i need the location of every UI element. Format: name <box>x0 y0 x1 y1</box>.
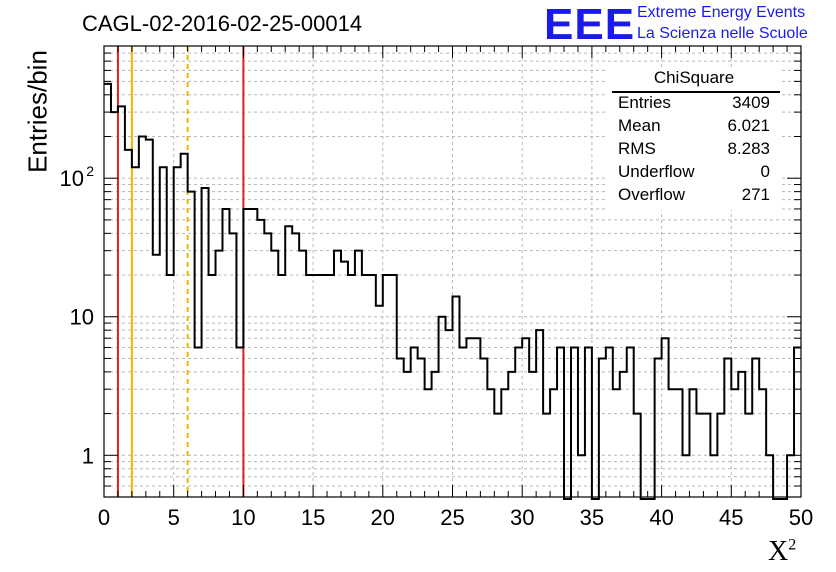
x-tick-label: 5 <box>168 505 180 530</box>
x-tick-label: 50 <box>789 505 813 530</box>
y-tick-label-exponent: 2 <box>86 163 94 179</box>
y-tick-label: 1 <box>82 443 94 468</box>
x-tick-label: 30 <box>510 505 534 530</box>
stats-value: 8.283 <box>727 139 770 158</box>
x-axis-label: X2 <box>768 536 796 568</box>
x-tick-label: 0 <box>98 505 110 530</box>
x-tick-label: 20 <box>371 505 395 530</box>
stats-row-overflow: Overflow 271 <box>618 185 770 207</box>
logo-line-2: La Scienza nelle Scuole <box>637 25 808 42</box>
x-tick-label: 15 <box>301 505 325 530</box>
stats-row-mean: Mean 6.021 <box>618 116 770 138</box>
stats-value: 271 <box>741 185 770 204</box>
stats-row-rms: RMS 8.283 <box>618 139 770 161</box>
x-tick-label: 45 <box>719 505 743 530</box>
x-axis-label-base: X <box>768 536 789 567</box>
stats-separator <box>612 91 780 93</box>
chart-title: CAGL-02-2016-02-25-00014 <box>82 11 363 36</box>
stats-box: ChiSquare Entries 3409 Mean 6.021 RMS 8.… <box>608 68 780 210</box>
histogram-series <box>104 82 801 500</box>
logo-line-1: Extreme Energy Events <box>637 4 806 21</box>
stats-key: RMS <box>618 139 656 158</box>
axis-ticks <box>103 46 802 497</box>
stats-row-entries: Entries 3409 <box>618 93 770 115</box>
stats-key: Overflow <box>618 185 686 204</box>
stats-value: 0 <box>760 162 770 181</box>
eee-logo: EEE <box>544 0 636 49</box>
stats-key: Entries <box>618 93 671 112</box>
x-tick-label: 10 <box>231 505 255 530</box>
x-tick-label: 35 <box>580 505 604 530</box>
reference-lines <box>116 46 245 497</box>
y-axis-label: Entries/bin <box>22 50 53 173</box>
x-axis-label-sup: 2 <box>788 536 797 554</box>
y-tick-label: 10 <box>70 305 94 330</box>
stats-key: Mean <box>618 116 661 135</box>
stats-row-underflow: Underflow 0 <box>618 162 770 184</box>
y-tick-label: 10 <box>60 166 84 191</box>
stats-value: 6.021 <box>727 116 770 135</box>
x-tick-label: 40 <box>649 505 673 530</box>
stats-title: ChiSquare <box>653 68 735 87</box>
x-tick-label: 25 <box>440 505 464 530</box>
stats-key: Underflow <box>618 162 695 181</box>
stats-value: 3409 <box>732 93 770 112</box>
